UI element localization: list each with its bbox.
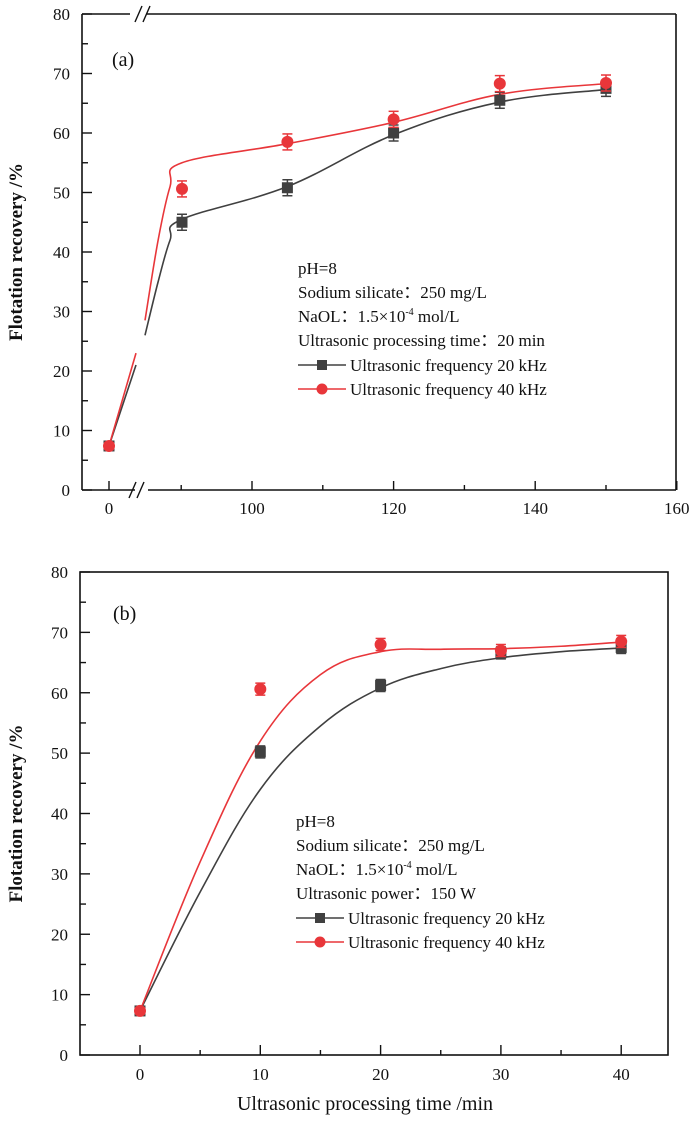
y-tick-label: 70 bbox=[53, 65, 70, 84]
axis-break-mark bbox=[128, 481, 137, 499]
data-point-square bbox=[388, 127, 400, 139]
annotation-condition: Ultrasonic power：150 W bbox=[296, 884, 477, 903]
annotation-ph: pH=8 bbox=[296, 812, 335, 831]
annotation-sodium-silicate: Sodium silicate：250 mg/L bbox=[298, 283, 487, 302]
y-tick-label: 30 bbox=[51, 865, 68, 884]
panel-label: (a) bbox=[112, 49, 134, 71]
chart-a: 010203040506070800100120140160Power of u… bbox=[6, 5, 690, 518]
y-tick-label: 70 bbox=[51, 623, 68, 642]
x-axis-label: Ultrasonic processing time /min bbox=[237, 1093, 493, 1115]
y-tick-label: 20 bbox=[53, 362, 70, 381]
y-axis-label: Flotation recovery /% bbox=[6, 163, 27, 341]
y-tick-label: 30 bbox=[53, 303, 70, 322]
data-point-square bbox=[375, 680, 387, 692]
legend-marker-circle bbox=[314, 936, 326, 948]
axis-break-mark bbox=[134, 5, 143, 23]
annotation-naol: NaOL：1.5×10-4 mol/L bbox=[296, 860, 457, 879]
x-tick-label: 10 bbox=[252, 1065, 269, 1084]
data-point-square bbox=[176, 216, 188, 228]
data-point-circle bbox=[615, 635, 628, 648]
data-point-square bbox=[281, 182, 293, 194]
data-point-circle bbox=[387, 113, 400, 126]
x-tick-label: 100 bbox=[239, 499, 265, 518]
annotation-naol: NaOL：1.5×10-4 mol/L bbox=[298, 307, 459, 326]
y-tick-label: 10 bbox=[53, 422, 70, 441]
data-point-circle bbox=[254, 683, 267, 696]
y-tick-label: 80 bbox=[53, 5, 70, 24]
series-curve bbox=[139, 647, 622, 1012]
x-tick-label: 120 bbox=[381, 499, 407, 518]
annotation-sodium-silicate: Sodium silicate：250 mg/L bbox=[296, 836, 485, 855]
y-tick-label: 50 bbox=[51, 744, 68, 763]
x-tick-label: 0 bbox=[105, 499, 114, 518]
y-tick-label: 50 bbox=[53, 184, 70, 203]
legend-marker-circle bbox=[316, 383, 328, 395]
panel-label: (b) bbox=[113, 603, 136, 625]
annotation-ph: pH=8 bbox=[298, 259, 337, 278]
data-point-circle bbox=[281, 135, 294, 148]
data-point-circle bbox=[103, 439, 115, 452]
x-tick-label: 0 bbox=[136, 1065, 145, 1084]
legend-label: Ultrasonic frequency 20 kHz bbox=[348, 909, 545, 928]
y-tick-label: 60 bbox=[53, 124, 70, 143]
series-curve-pre-break bbox=[108, 352, 137, 447]
y-tick-label: 40 bbox=[51, 805, 68, 824]
y-tick-label: 0 bbox=[60, 1046, 69, 1065]
data-point-square bbox=[494, 94, 506, 106]
data-point-circle bbox=[134, 1004, 146, 1017]
data-point-circle bbox=[494, 644, 507, 657]
axis-break-mark bbox=[136, 481, 145, 499]
data-point-circle bbox=[374, 638, 387, 651]
legend-marker-square bbox=[317, 360, 327, 370]
y-tick-label: 10 bbox=[51, 986, 68, 1005]
x-tick-label: 160 bbox=[664, 499, 690, 518]
x-tick-label: 40 bbox=[613, 1065, 630, 1084]
series-curve bbox=[139, 641, 622, 1012]
legend-label: Ultrasonic frequency 20 kHz bbox=[350, 356, 547, 375]
y-tick-label: 20 bbox=[51, 925, 68, 944]
data-point-square bbox=[254, 746, 266, 758]
legend-marker-square bbox=[315, 913, 325, 923]
legend-label: Ultrasonic frequency 40 kHz bbox=[350, 380, 547, 399]
axis-break-mark bbox=[142, 5, 151, 23]
data-point-circle bbox=[176, 182, 188, 195]
legend-label: Ultrasonic frequency 40 kHz bbox=[348, 933, 545, 952]
y-tick-label: 0 bbox=[62, 481, 71, 500]
y-axis-label: Flotation recovery /% bbox=[6, 725, 27, 903]
y-tick-label: 60 bbox=[51, 684, 68, 703]
chart-b: 0 10 20 30 40 50 60 70 80 0 10 20 30 40 Ultrasonic pro… bbox=[6, 563, 669, 1115]
y-tick-label: 80 bbox=[51, 563, 68, 582]
annotation-condition: Ultrasonic processing time：20 min bbox=[298, 331, 545, 350]
data-point-circle bbox=[493, 77, 506, 90]
data-point-circle bbox=[600, 77, 612, 90]
x-tick-label: 20 bbox=[372, 1065, 389, 1084]
y-tick-label: 40 bbox=[53, 243, 70, 262]
x-tick-label: 30 bbox=[492, 1065, 509, 1084]
x-tick-label: 140 bbox=[522, 499, 548, 518]
